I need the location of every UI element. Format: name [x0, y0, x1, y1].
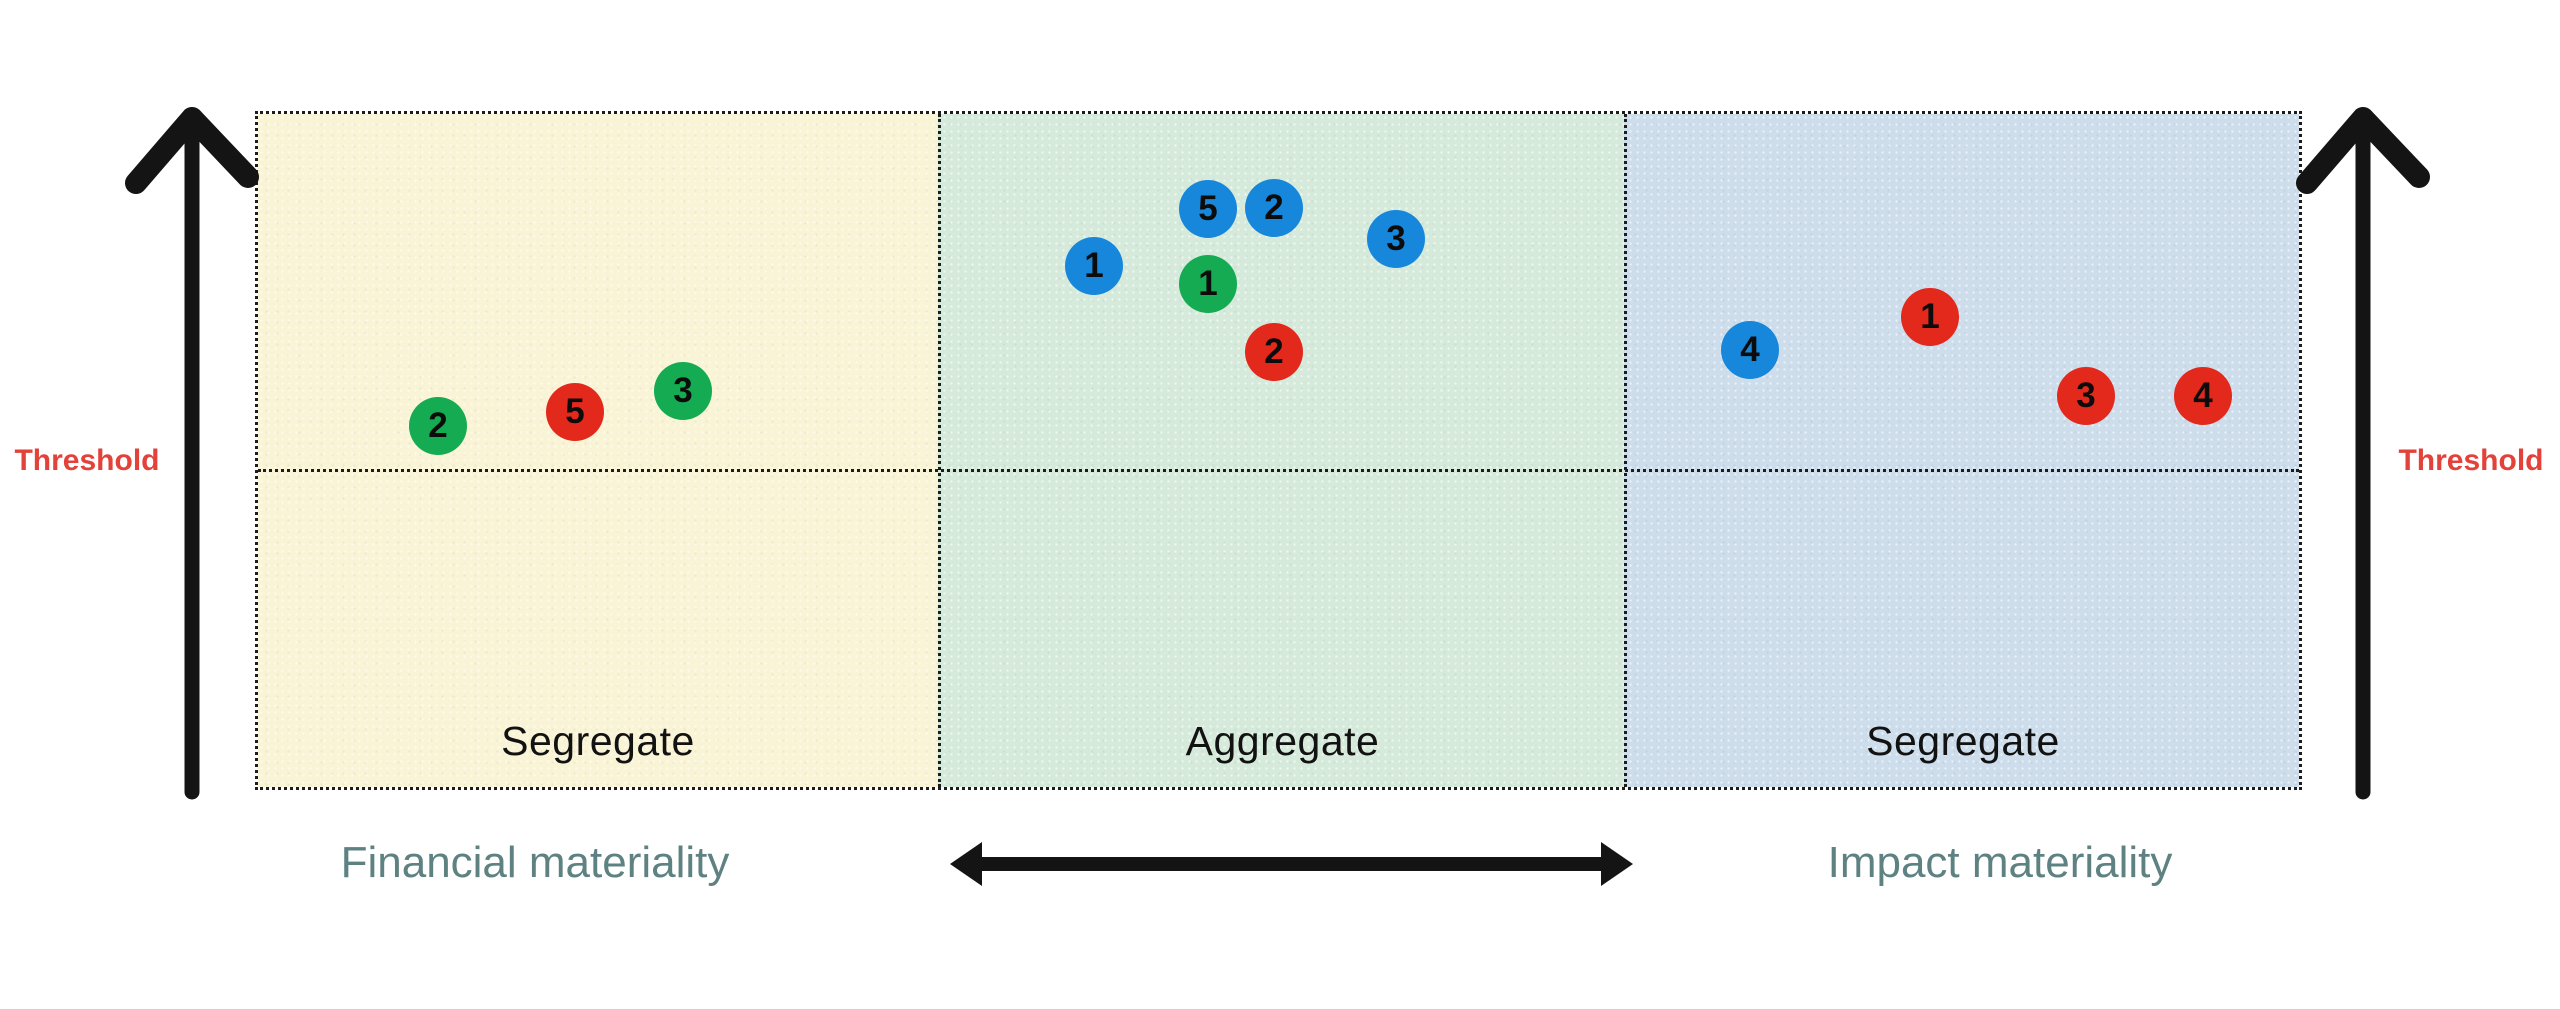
- axis-label-financial-materiality: Financial materiality: [340, 838, 730, 887]
- data-point-blue-5: 5: [1179, 180, 1237, 238]
- data-point-red-1: 1: [1901, 288, 1959, 346]
- data-point-blue-2: 2: [1245, 179, 1303, 237]
- panel-financial-segregate: Segregate: [258, 114, 938, 787]
- data-point-green-2: 2: [409, 397, 467, 455]
- data-point-blue-3: 3: [1367, 210, 1425, 268]
- horizontal-double-arrow-icon: [950, 842, 1633, 886]
- data-point-red-2: 2: [1245, 323, 1303, 381]
- data-point-blue-4: 4: [1721, 321, 1779, 379]
- data-point-red-5: 5: [546, 383, 604, 441]
- threshold-line: [258, 469, 2299, 472]
- zone-label-aggregate: Aggregate: [1185, 718, 1380, 764]
- data-point-blue-1: 1: [1065, 237, 1123, 295]
- data-point-red-4: 4: [2174, 367, 2232, 425]
- materiality-matrix: Segregate Aggregate Segregate: [255, 111, 2302, 790]
- data-point-green-1: 1: [1179, 255, 1237, 313]
- zone-label-segregate-left: Segregate: [501, 718, 695, 764]
- threshold-label-right: Threshold: [2398, 444, 2544, 477]
- zone-label-segregate-right: Segregate: [1866, 718, 2060, 764]
- threshold-label-left: Threshold: [14, 444, 160, 477]
- data-point-green-3: 3: [654, 362, 712, 420]
- axis-label-impact-materiality: Impact materiality: [1827, 838, 2173, 887]
- data-point-red-3: 3: [2057, 367, 2115, 425]
- panel-impact-segregate: Segregate: [1623, 114, 2300, 787]
